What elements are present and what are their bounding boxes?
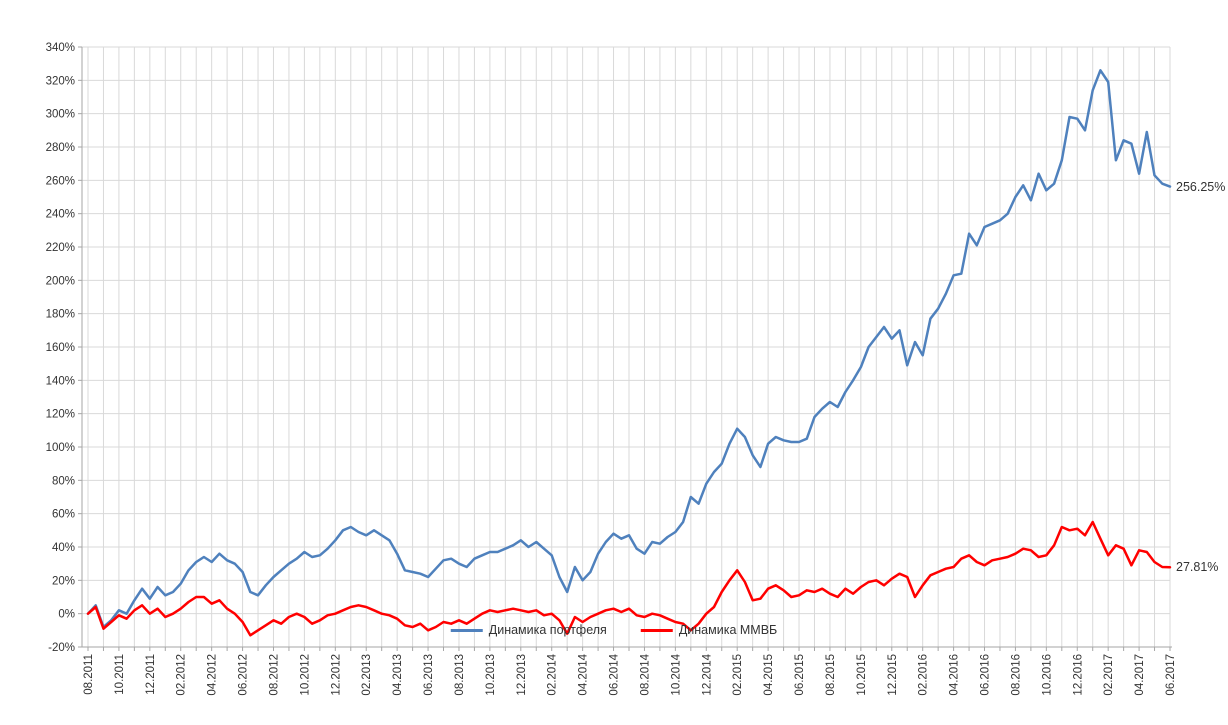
x-tick-label: 02.2014: [547, 653, 559, 695]
x-tick-label: 06.2013: [423, 654, 435, 696]
x-tick-label: 02.2012: [176, 654, 188, 696]
end-value-mmvb: 27.81%: [1176, 560, 1219, 575]
x-tick-label: 02.2015: [732, 654, 744, 696]
y-tick-label: 140%: [46, 375, 75, 387]
legend-item-mmvb: Динамика ММВБ: [640, 623, 778, 637]
axis-lines: [81, 47, 1172, 648]
x-tick-label: 02.2016: [918, 654, 930, 696]
x-tick-label: 10.2016: [1041, 654, 1053, 696]
gridlines-horizontal: [78, 46, 1170, 648]
x-tick-label: 12.2011: [145, 654, 157, 695]
legend-label-portfolio: Динамика портфеля: [488, 623, 607, 637]
x-tick-label: 10.2011: [114, 654, 126, 695]
x-tick-label: 04.2015: [763, 654, 775, 696]
y-tick-label: 200%: [46, 275, 75, 287]
x-tick-label: 08.2014: [639, 653, 651, 695]
x-tick-label: 10.2013: [485, 654, 497, 696]
x-tick-label: 10.2015: [856, 654, 868, 696]
x-tick-label: 08.2011: [83, 654, 95, 695]
y-tick-label: 340%: [46, 42, 75, 54]
y-tick-label: 160%: [46, 342, 75, 354]
x-axis-labels: 08.2011 10.2011 12.2011 02.2012 04.2012 06.20…: [83, 647, 1177, 696]
x-tick-label: 04.2017: [1134, 654, 1146, 696]
x-tick-label: 12.2014: [701, 653, 713, 695]
y-tick-label: 80%: [52, 475, 75, 487]
x-tick-label: 04.2012: [207, 654, 219, 696]
x-tick-label: 12.2012: [330, 654, 342, 696]
y-tick-label: 0%: [58, 609, 75, 621]
x-tick-label: 04.2013: [392, 654, 404, 696]
y-tick-label: 120%: [46, 409, 75, 421]
x-tick-label: 06.2014: [609, 653, 621, 695]
x-tick-label: 12.2015: [887, 654, 899, 696]
y-tick-label: -20%: [48, 642, 75, 654]
mmvb-line: [86, 520, 1172, 637]
x-tick-label: 04.2016: [949, 654, 961, 696]
legend-label-mmvb: Динамика ММВБ: [678, 623, 778, 637]
y-tick-label: 60%: [52, 509, 75, 521]
x-tick-label: 06.2016: [980, 654, 992, 696]
x-tick-label: 10.2012: [299, 654, 311, 696]
y-tick-label: 40%: [52, 542, 75, 554]
y-tick-label: 320%: [46, 75, 75, 87]
x-tick-label: 04.2014: [578, 653, 590, 695]
x-tick-label: 06.2017: [1165, 654, 1177, 696]
y-tick-label: 260%: [46, 175, 75, 187]
y-tick-label: 180%: [46, 309, 75, 321]
y-tick-label: 280%: [46, 142, 75, 154]
x-tick-label: 08.2012: [268, 654, 280, 696]
y-tick-label: 300%: [46, 109, 75, 121]
x-tick-label: 02.2013: [361, 654, 373, 696]
x-tick-label: 12.2013: [516, 654, 528, 696]
end-value-portfolio: 256.25%: [1176, 179, 1226, 194]
chart-legend: Динамика портфеля Динамика ММВБ: [450, 623, 778, 637]
x-tick-label: 10.2014: [670, 653, 682, 695]
legend-line-swatch-portfolio: [450, 628, 483, 632]
y-tick-label: 240%: [46, 209, 75, 221]
x-tick-label: 08.2013: [454, 654, 466, 696]
y-tick-label: 220%: [46, 242, 75, 254]
x-tick-label: 08.2015: [825, 654, 837, 696]
portfolio-line: [86, 69, 1172, 629]
legend-line-swatch-mmvb: [640, 628, 673, 632]
y-axis-labels: 340% 320% 300% 280% 260% 240% 220% 200% 180% 160%…: [46, 42, 75, 654]
y-tick-label: 20%: [52, 575, 75, 587]
x-tick-label: 12.2016: [1072, 654, 1084, 696]
x-tick-label: 06.2012: [238, 654, 250, 696]
x-tick-label: 08.2016: [1010, 654, 1022, 696]
x-tick-label: 02.2017: [1103, 654, 1115, 696]
y-tick-label: 100%: [46, 442, 75, 454]
legend-item-portfolio: Динамика портфеля: [450, 623, 607, 637]
x-tick-label: 06.2015: [794, 654, 806, 696]
